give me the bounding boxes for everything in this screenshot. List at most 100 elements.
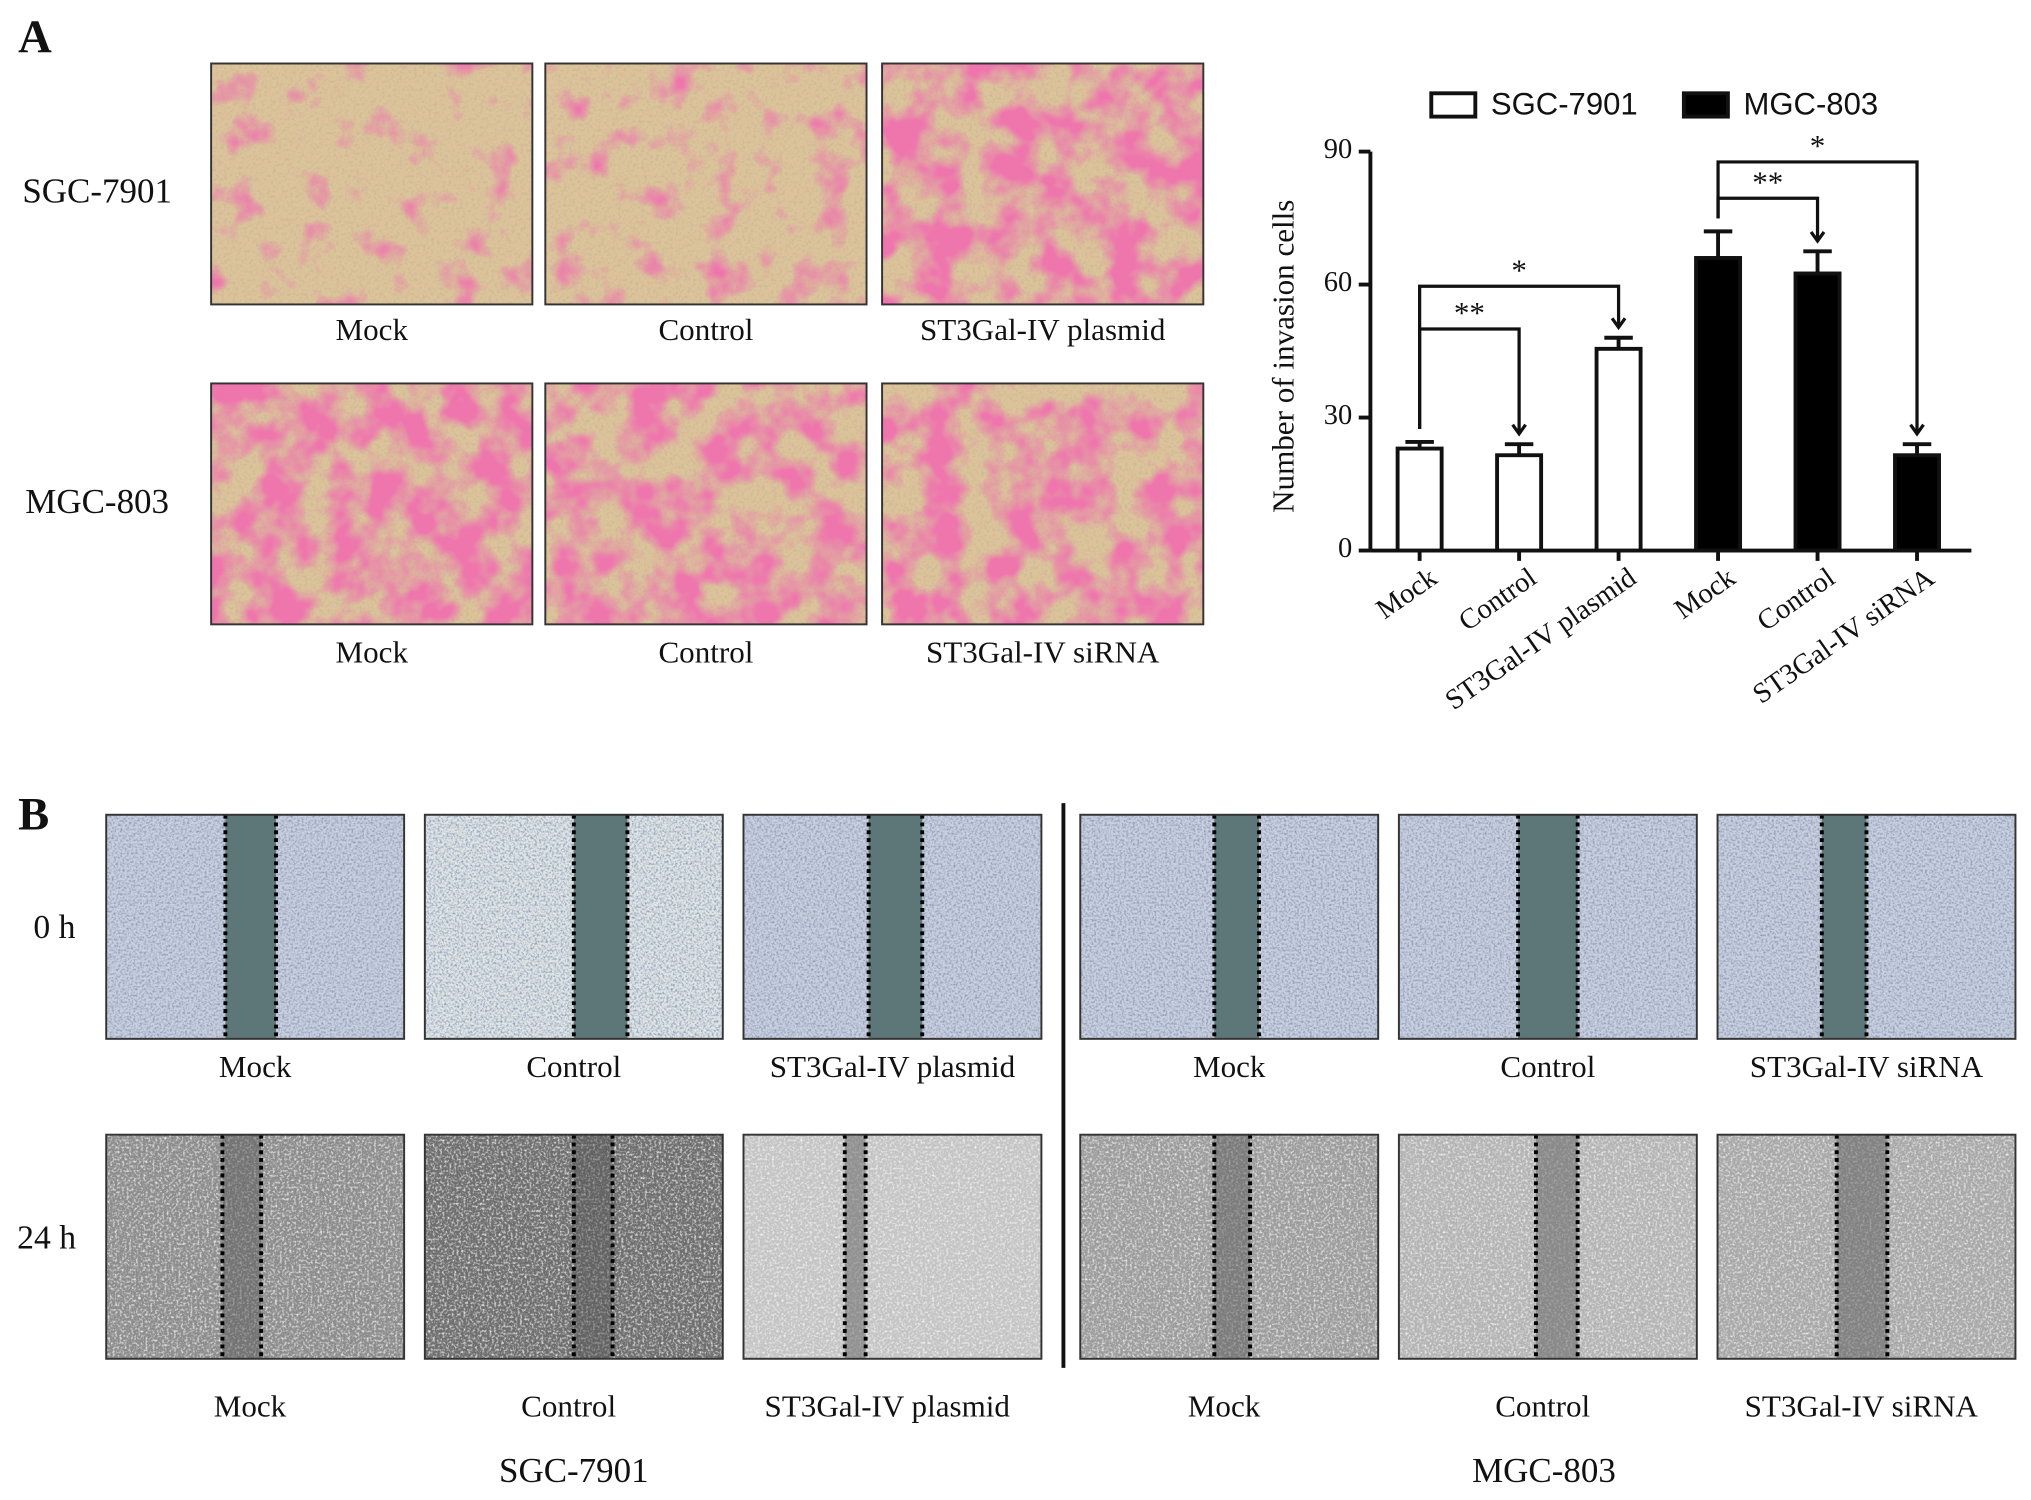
photo-border <box>881 382 1205 626</box>
photo-grain <box>106 1134 405 1359</box>
photo-stain <box>545 63 867 305</box>
photo-caption: Control <box>1500 1049 1595 1084</box>
x-tick-label: ST3Gal-IV siRNA <box>1747 562 1940 710</box>
photo-border <box>210 62 534 306</box>
photo-border <box>423 813 724 1040</box>
bar <box>1495 453 1544 553</box>
wound-gap <box>1214 1134 1251 1359</box>
wound-gap <box>573 814 628 1039</box>
photo-caption: Mock <box>335 312 408 347</box>
photo-border <box>1716 813 2017 1040</box>
photo-caption: ST3Gal-IV siRNA <box>1745 1388 1979 1423</box>
bar <box>1793 271 1842 553</box>
significance-bracket <box>1716 160 1919 434</box>
group-label: MGC-803 <box>1472 1451 1616 1490</box>
bar <box>1594 346 1643 553</box>
bar <box>1395 446 1444 553</box>
wound-gap <box>1535 1134 1578 1359</box>
photo-caption: Mock <box>1188 1388 1261 1423</box>
photo-border <box>423 1133 724 1360</box>
photo-caption: Control <box>526 1049 621 1084</box>
significance-label: * <box>1810 128 1826 163</box>
x-tick-label: Mock <box>1371 562 1444 626</box>
significance-bracket <box>1716 196 1820 241</box>
photo-caption: Control <box>658 312 753 347</box>
x-tick-label: Control <box>1453 562 1542 637</box>
photo-border <box>1397 813 1698 1040</box>
wound-gap <box>222 1134 262 1359</box>
error-bar <box>1703 229 1733 258</box>
x-tick-label: Mock <box>1669 562 1742 626</box>
bar <box>1893 453 1941 553</box>
panel-label: B <box>18 788 49 840</box>
photo-stain <box>211 63 533 305</box>
legend-label: MGC-803 <box>1743 86 1878 121</box>
photo-border <box>742 1133 1043 1360</box>
photo-caption: Control <box>1495 1388 1590 1423</box>
photo-border <box>1397 1133 1698 1360</box>
wound-gap <box>1518 814 1578 1039</box>
photo-grain <box>1717 1134 2016 1359</box>
group-label: SGC-7901 <box>499 1451 649 1490</box>
photo-border <box>1079 1133 1380 1360</box>
legend-label: SGC-7901 <box>1491 86 1638 121</box>
x-tick-label: Control <box>1752 562 1841 637</box>
row-label: SGC-7901 <box>22 171 172 210</box>
photo-border <box>544 382 868 626</box>
bracket-arrow <box>1511 423 1527 437</box>
photo-caption: Mock <box>1193 1049 1266 1084</box>
y-axis-label: Number of invasion cells <box>1265 200 1300 513</box>
wound-gap <box>868 814 923 1039</box>
row-label: 0 h <box>33 909 75 946</box>
photo-caption: Mock <box>335 635 408 670</box>
photo-caption: Mock <box>214 1388 287 1423</box>
row-label: 24 h <box>17 1220 76 1257</box>
photo-caption: Control <box>658 635 753 670</box>
y-tick-label: 30 <box>1324 400 1352 431</box>
photo-border <box>881 62 1205 306</box>
significance-bracket <box>1418 284 1621 429</box>
wound-gap <box>844 1134 866 1359</box>
photo-border <box>1716 1133 2017 1360</box>
photo-stain <box>882 63 1204 305</box>
photo-caption: ST3Gal-IV siRNA <box>926 635 1160 670</box>
wound-gap <box>1821 814 1867 1039</box>
wound-gap <box>1214 814 1260 1039</box>
photo-stain <box>882 383 1204 625</box>
y-tick-label: 60 <box>1324 267 1352 298</box>
photo-grain <box>1398 1134 1697 1359</box>
significance-label: ** <box>1454 295 1485 330</box>
bracket-arrow <box>1909 423 1925 437</box>
wound-gap <box>1836 1134 1888 1359</box>
y-tick-label: 90 <box>1324 134 1352 165</box>
photo-border <box>210 382 534 626</box>
wound-gap <box>573 1134 613 1359</box>
photo-border <box>742 813 1043 1040</box>
photo-border <box>544 62 868 306</box>
legend-swatch <box>1429 91 1478 119</box>
row-label: MGC-803 <box>25 482 169 521</box>
y-tick-label: 0 <box>1338 533 1352 564</box>
bracket-arrow <box>1610 317 1627 331</box>
photo-border <box>1079 813 1380 1040</box>
photo-caption: ST3Gal-IV plasmid <box>765 1388 1011 1423</box>
wound-gap <box>225 814 277 1039</box>
photo-caption: ST3Gal-IV plasmid <box>770 1049 1016 1084</box>
bar <box>1694 256 1743 553</box>
photo-grain <box>1080 1134 1379 1359</box>
panel-label: A <box>18 11 52 63</box>
photo-caption: ST3Gal-IV siRNA <box>1750 1049 1984 1084</box>
photo-stain <box>211 383 533 625</box>
photo-border <box>105 813 406 1040</box>
photo-grain <box>743 1134 1042 1359</box>
significance-bracket <box>1418 327 1521 434</box>
significance-label: ** <box>1752 164 1783 199</box>
photo-caption: Mock <box>219 1049 292 1084</box>
significance-label: * <box>1511 252 1527 287</box>
bracket-arrow <box>1809 230 1826 244</box>
photo-caption: Control <box>521 1388 616 1423</box>
photo-stain <box>545 383 867 625</box>
photo-caption: ST3Gal-IV plasmid <box>920 312 1166 347</box>
